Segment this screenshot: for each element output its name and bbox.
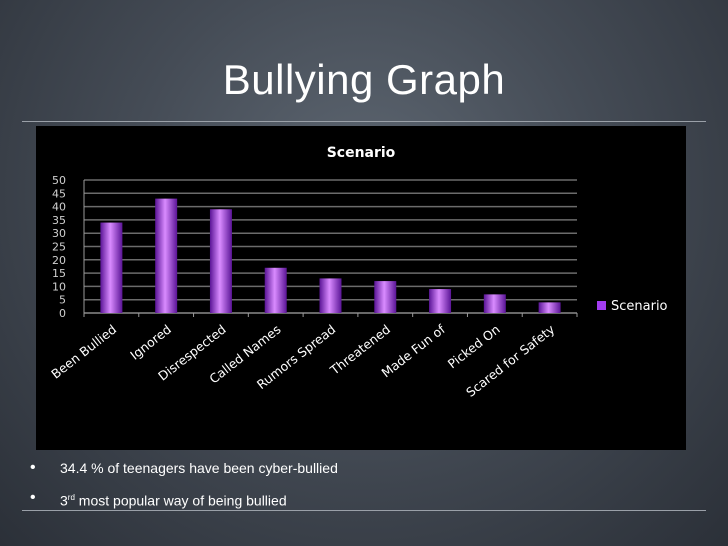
chart-title: Scenario — [327, 145, 396, 161]
y-tick-label: 30 — [52, 227, 66, 240]
chart-panel: Scenario 0 5 10 15 20 25 30 35 40 45 50 Been Bullied… — [36, 126, 686, 450]
legend-label: Scenario — [611, 299, 668, 314]
x-category-label: Been Bullied — [48, 322, 119, 382]
bar — [374, 281, 397, 313]
y-tick-label: 0 — [59, 307, 66, 320]
y-tick-label: 45 — [52, 187, 66, 200]
y-tick-label: 50 — [52, 174, 66, 187]
bar — [155, 198, 178, 313]
bullet-list: • 34.4 % of teenagers have been cyber-bu… — [30, 458, 710, 518]
x-category-label: Ignored — [127, 322, 174, 363]
bar — [209, 209, 232, 313]
y-tick-label: 35 — [52, 214, 66, 227]
bullet-dot: • — [30, 489, 36, 506]
y-tick-label: 20 — [52, 254, 66, 267]
bullet-text: 34.4 % of teenagers have been cyber-bull… — [60, 460, 338, 476]
y-tick-label: 15 — [52, 267, 66, 280]
bullet-text-superscript: rd — [67, 493, 75, 502]
bullet-text: most popular way of being bullied — [74, 492, 287, 509]
bar — [100, 222, 123, 313]
bullet-text-number: 3 — [60, 492, 68, 509]
y-tick-label: 10 — [52, 280, 66, 293]
bullet-item: • 34.4 % of teenagers have been cyber-bu… — [30, 458, 710, 488]
bar — [319, 278, 342, 313]
slide-title: Bullying Graph — [222, 56, 506, 103]
bar — [483, 294, 506, 313]
bar — [538, 302, 561, 313]
y-tick-label: 5 — [59, 294, 66, 307]
y-tick-label: 40 — [52, 201, 66, 214]
y-tick-label: 25 — [52, 241, 66, 254]
title-divider — [22, 121, 706, 122]
bottom-divider — [22, 510, 706, 511]
bar — [264, 267, 287, 313]
bullet-dot: • — [30, 459, 36, 476]
bullet-item: • 3rd most popular way of being bullied — [30, 488, 710, 518]
bar — [429, 289, 452, 313]
legend-swatch — [597, 301, 606, 310]
